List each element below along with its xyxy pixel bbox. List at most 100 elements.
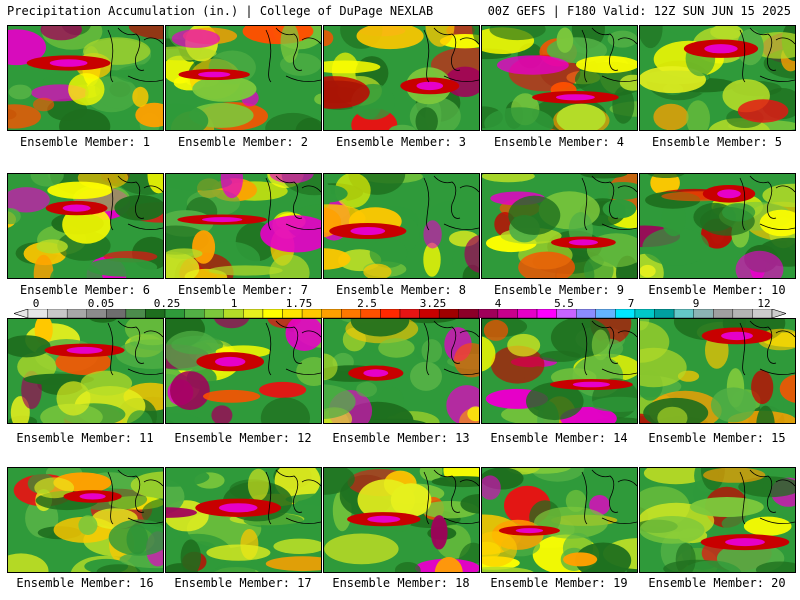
colorbar-swatch xyxy=(27,309,48,318)
precip-field xyxy=(166,319,321,423)
member-label-4: Ensemble Member: 4 xyxy=(493,135,625,149)
colorbar-tick-label: 4 xyxy=(494,297,502,310)
great-lakes-outline xyxy=(739,469,795,525)
map-title: Precipitation Accumulation (in.) | Colle… xyxy=(7,4,434,18)
great-lakes-outline xyxy=(423,175,479,231)
member-label-16: Ensemble Member: 16 xyxy=(16,576,154,590)
great-lakes-outline xyxy=(739,27,795,83)
colorbar-swatch xyxy=(341,309,362,318)
member-map-13 xyxy=(323,318,480,424)
member-label-6: Ensemble Member: 6 xyxy=(19,283,151,297)
member-map-3 xyxy=(323,25,480,131)
colorbar-swatch xyxy=(536,309,557,318)
great-lakes-outline xyxy=(265,320,321,376)
member-map-16 xyxy=(7,467,164,573)
precip-field xyxy=(482,468,637,572)
colorbar-swatch xyxy=(615,309,636,318)
member-label-9: Ensemble Member: 9 xyxy=(493,283,625,297)
colorbar-swatch xyxy=(458,309,479,318)
member-map-9 xyxy=(481,173,638,279)
colorbar-swatch xyxy=(243,309,264,318)
member-map-11 xyxy=(7,318,164,424)
precip-field xyxy=(640,174,795,278)
colorbar-swatch xyxy=(576,309,596,318)
great-lakes-outline xyxy=(581,469,637,525)
member-label-18: Ensemble Member: 18 xyxy=(332,576,470,590)
member-map-1 xyxy=(7,25,164,131)
great-lakes-outline xyxy=(107,175,163,231)
member-map-20 xyxy=(639,467,796,573)
precip-field xyxy=(482,174,637,278)
member-label-15: Ensemble Member: 15 xyxy=(648,431,786,445)
member-label-19: Ensemble Member: 19 xyxy=(490,576,628,590)
colorbar-swatch xyxy=(262,309,283,318)
colorbar-swatch xyxy=(399,309,420,318)
member-map-12 xyxy=(165,318,322,424)
great-lakes-outline xyxy=(581,175,637,231)
colorbar-swatch xyxy=(47,309,68,318)
colorbar-tick-label: 7 xyxy=(627,297,635,310)
member-map-7 xyxy=(165,173,322,279)
member-label-17: Ensemble Member: 17 xyxy=(174,576,312,590)
member-label-7: Ensemble Member: 7 xyxy=(177,283,309,297)
colorbar-tick-label: 5.5 xyxy=(554,297,574,310)
precip-field xyxy=(8,26,163,130)
member-label-12: Ensemble Member: 12 xyxy=(174,431,312,445)
great-lakes-outline xyxy=(423,469,479,525)
colorbar-swatch xyxy=(497,309,518,318)
colorbar-tick-label: 12 xyxy=(757,297,771,310)
member-map-14 xyxy=(481,318,638,424)
colorbar-max-arrow xyxy=(771,309,786,318)
precip-field xyxy=(324,468,479,572)
member-label-1: Ensemble Member: 1 xyxy=(19,135,151,149)
colorbar-swatch xyxy=(693,309,714,318)
colorbar-swatch xyxy=(654,309,675,318)
member-label-11: Ensemble Member: 11 xyxy=(16,431,154,445)
great-lakes-outline xyxy=(265,175,321,231)
colorbar-swatch xyxy=(86,309,107,318)
great-lakes-outline xyxy=(423,27,479,83)
precip-field xyxy=(166,174,321,278)
colorbar-tick-label: 2.5 xyxy=(357,297,377,310)
member-map-17 xyxy=(165,467,322,573)
member-label-10: Ensemble Member: 10 xyxy=(648,283,786,297)
precip-field xyxy=(640,468,795,572)
precip-field xyxy=(324,26,479,130)
colorbar-swatch xyxy=(301,309,322,318)
colorbar-swatch xyxy=(106,309,127,318)
colorbar-swatch xyxy=(732,309,753,318)
great-lakes-outline xyxy=(265,27,321,83)
colorbar-tick-label: 3.25 xyxy=(419,297,447,310)
precip-field xyxy=(482,319,637,423)
member-map-5 xyxy=(639,25,796,131)
member-label-14: Ensemble Member: 14 xyxy=(490,431,628,445)
great-lakes-outline xyxy=(107,27,163,83)
colorbar-swatch xyxy=(517,309,538,318)
colorbar-tick-label: 0.05 xyxy=(87,297,115,310)
colorbar-swatch xyxy=(66,309,87,318)
great-lakes-outline xyxy=(739,175,795,231)
member-label-20: Ensemble Member: 20 xyxy=(648,576,786,590)
colorbar-swatch xyxy=(419,309,440,318)
colorbar-min-arrow xyxy=(14,309,29,318)
colorbar-swatch xyxy=(164,309,185,318)
colorbar-swatch xyxy=(556,309,577,318)
precip-colorbar xyxy=(14,309,786,318)
colorbar-swatch xyxy=(673,309,694,318)
member-label-13: Ensemble Member: 13 xyxy=(332,431,470,445)
precip-field xyxy=(482,26,637,130)
colorbar-swatch xyxy=(595,309,616,318)
colorbar-swatch xyxy=(184,309,205,318)
precip-field xyxy=(8,468,163,572)
colorbar-tick-label: 9 xyxy=(692,297,700,310)
colorbar-swatch xyxy=(752,309,773,318)
member-map-2 xyxy=(165,25,322,131)
colorbar-swatch xyxy=(438,309,459,318)
member-label-5: Ensemble Member: 5 xyxy=(651,135,783,149)
member-map-6 xyxy=(7,173,164,279)
member-map-10 xyxy=(639,173,796,279)
precip-field xyxy=(166,26,321,130)
precip-field xyxy=(8,174,163,278)
great-lakes-outline xyxy=(107,469,163,525)
great-lakes-outline xyxy=(581,320,637,376)
